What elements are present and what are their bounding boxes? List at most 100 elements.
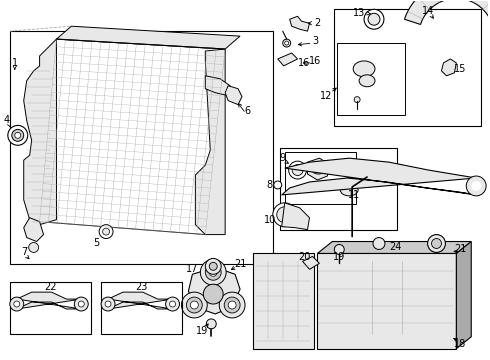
- Circle shape: [10, 297, 24, 311]
- Polygon shape: [24, 218, 44, 242]
- Text: 22: 22: [44, 282, 57, 292]
- Bar: [280, 148, 397, 230]
- Circle shape: [8, 125, 28, 145]
- Circle shape: [466, 176, 486, 196]
- Circle shape: [373, 238, 385, 249]
- Text: 9: 9: [280, 153, 286, 163]
- Circle shape: [219, 292, 245, 318]
- Polygon shape: [278, 53, 297, 66]
- Polygon shape: [40, 39, 225, 235]
- Polygon shape: [308, 158, 329, 180]
- Circle shape: [200, 260, 226, 285]
- Bar: [101, 282, 182, 334]
- Circle shape: [354, 96, 360, 103]
- Circle shape: [205, 264, 221, 280]
- Bar: [10, 282, 91, 334]
- Text: 19: 19: [196, 326, 208, 336]
- Polygon shape: [404, 0, 490, 24]
- Circle shape: [186, 297, 202, 313]
- Polygon shape: [108, 292, 172, 309]
- Ellipse shape: [340, 184, 358, 196]
- Circle shape: [228, 301, 236, 309]
- Text: 5: 5: [93, 238, 99, 248]
- Text: 18: 18: [454, 339, 466, 349]
- Bar: [334, 9, 481, 126]
- Circle shape: [181, 292, 207, 318]
- Circle shape: [12, 129, 24, 141]
- Circle shape: [102, 228, 110, 235]
- Circle shape: [78, 301, 84, 307]
- Bar: [337, 43, 405, 114]
- Circle shape: [277, 207, 293, 223]
- Circle shape: [101, 297, 115, 311]
- Circle shape: [74, 297, 88, 311]
- Text: 19: 19: [333, 252, 345, 262]
- Circle shape: [274, 181, 282, 189]
- Circle shape: [432, 239, 441, 248]
- Polygon shape: [17, 292, 81, 309]
- Circle shape: [334, 244, 344, 255]
- Circle shape: [170, 301, 175, 307]
- Ellipse shape: [359, 75, 375, 87]
- Polygon shape: [225, 86, 242, 105]
- Circle shape: [206, 319, 216, 329]
- Circle shape: [14, 301, 20, 307]
- Text: 23: 23: [136, 282, 148, 292]
- Text: 3: 3: [313, 36, 318, 46]
- Circle shape: [99, 225, 113, 239]
- Polygon shape: [456, 242, 471, 349]
- Text: 24: 24: [390, 243, 402, 252]
- Text: 20: 20: [298, 252, 311, 262]
- Polygon shape: [290, 16, 310, 31]
- Polygon shape: [196, 49, 225, 235]
- Circle shape: [292, 165, 303, 176]
- Circle shape: [209, 262, 217, 270]
- Circle shape: [273, 203, 296, 227]
- Text: 15: 15: [454, 64, 466, 74]
- Polygon shape: [205, 76, 230, 96]
- Circle shape: [203, 284, 223, 304]
- Polygon shape: [441, 59, 456, 76]
- Ellipse shape: [353, 61, 375, 77]
- Polygon shape: [24, 39, 56, 225]
- Text: 13: 13: [353, 8, 365, 18]
- Polygon shape: [56, 26, 240, 49]
- Text: 10: 10: [264, 215, 276, 225]
- Circle shape: [224, 297, 240, 313]
- Circle shape: [191, 301, 198, 309]
- Circle shape: [166, 297, 179, 311]
- Text: 17: 17: [186, 264, 198, 274]
- Circle shape: [29, 243, 39, 252]
- Ellipse shape: [312, 164, 325, 174]
- Text: 6: 6: [244, 105, 250, 116]
- Text: 21: 21: [454, 244, 466, 255]
- Polygon shape: [189, 267, 240, 314]
- Circle shape: [283, 39, 291, 47]
- Polygon shape: [302, 256, 319, 269]
- Bar: [253, 253, 315, 349]
- Text: 4: 4: [4, 116, 10, 126]
- Text: 11: 11: [348, 190, 360, 200]
- Circle shape: [209, 268, 217, 276]
- Text: 16: 16: [298, 58, 311, 68]
- Text: 16: 16: [309, 56, 321, 66]
- Circle shape: [205, 258, 221, 274]
- Circle shape: [428, 235, 445, 252]
- Polygon shape: [282, 203, 310, 230]
- Circle shape: [15, 132, 21, 138]
- Circle shape: [368, 13, 380, 25]
- Text: 12: 12: [320, 91, 333, 101]
- Text: 1: 1: [12, 58, 18, 68]
- Circle shape: [364, 9, 384, 29]
- Text: 7: 7: [22, 247, 28, 257]
- Bar: [10, 31, 273, 264]
- Polygon shape: [318, 242, 471, 253]
- Text: 8: 8: [267, 180, 273, 190]
- Circle shape: [105, 301, 111, 307]
- Text: 21: 21: [234, 259, 246, 269]
- Polygon shape: [282, 158, 476, 195]
- Bar: [318, 253, 456, 349]
- Circle shape: [285, 41, 289, 45]
- Text: 2: 2: [314, 18, 320, 28]
- Circle shape: [471, 181, 481, 191]
